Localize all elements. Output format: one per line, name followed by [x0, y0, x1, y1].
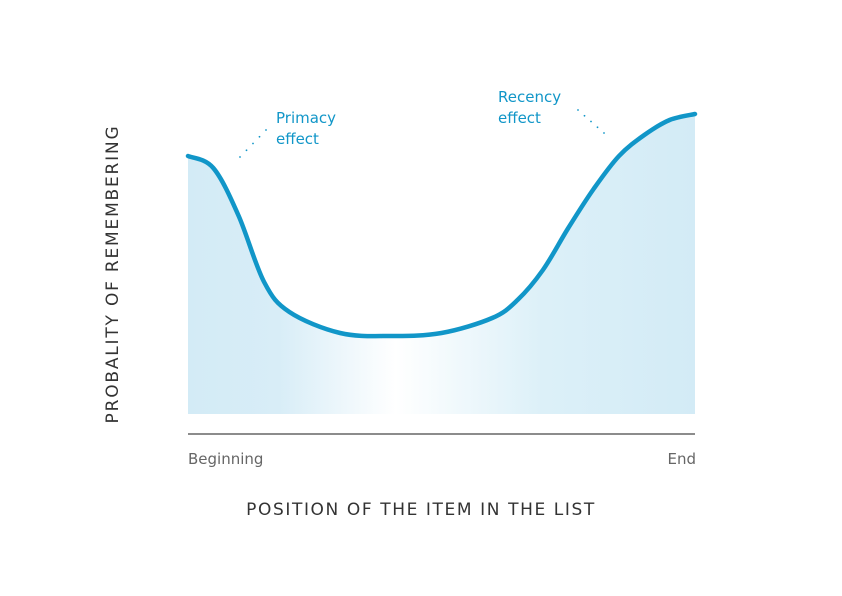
- recency-leader-dot: [603, 132, 605, 134]
- primacy-label-line-2: effect: [276, 130, 319, 148]
- primacy-leader-dot: [258, 135, 261, 138]
- primacy-leader-dot: [245, 149, 248, 152]
- recency-leader-dot: [583, 114, 586, 117]
- recency-label-line-2: effect: [498, 109, 541, 127]
- primacy-label-line-1: Primacy: [276, 109, 337, 127]
- recency-leader-dot: [577, 109, 579, 111]
- primacy-leader-dot: [239, 156, 241, 158]
- recency-annotation: Recency effect: [498, 87, 561, 129]
- recency-leader-dot: [590, 120, 592, 123]
- annotation-leaders: [239, 109, 605, 158]
- primacy-leader-dot: [265, 129, 267, 131]
- curve-line: [185, 111, 698, 339]
- x-tick-label-end: End: [667, 450, 696, 468]
- y-axis-title: PROBALITY OF REMEMBERING: [103, 124, 123, 424]
- x-tick-label-beginning: Beginning: [188, 450, 264, 468]
- x-axis-title: POSITION OF THE ITEM IN THE LIST: [246, 500, 596, 520]
- primacy-annotation: Primacy effect: [276, 108, 336, 150]
- recency-label-line-1: Recency: [498, 88, 562, 106]
- primacy-leader-dot: [252, 142, 254, 145]
- recency-leader-dot: [596, 126, 599, 129]
- area-fill: [188, 114, 695, 414]
